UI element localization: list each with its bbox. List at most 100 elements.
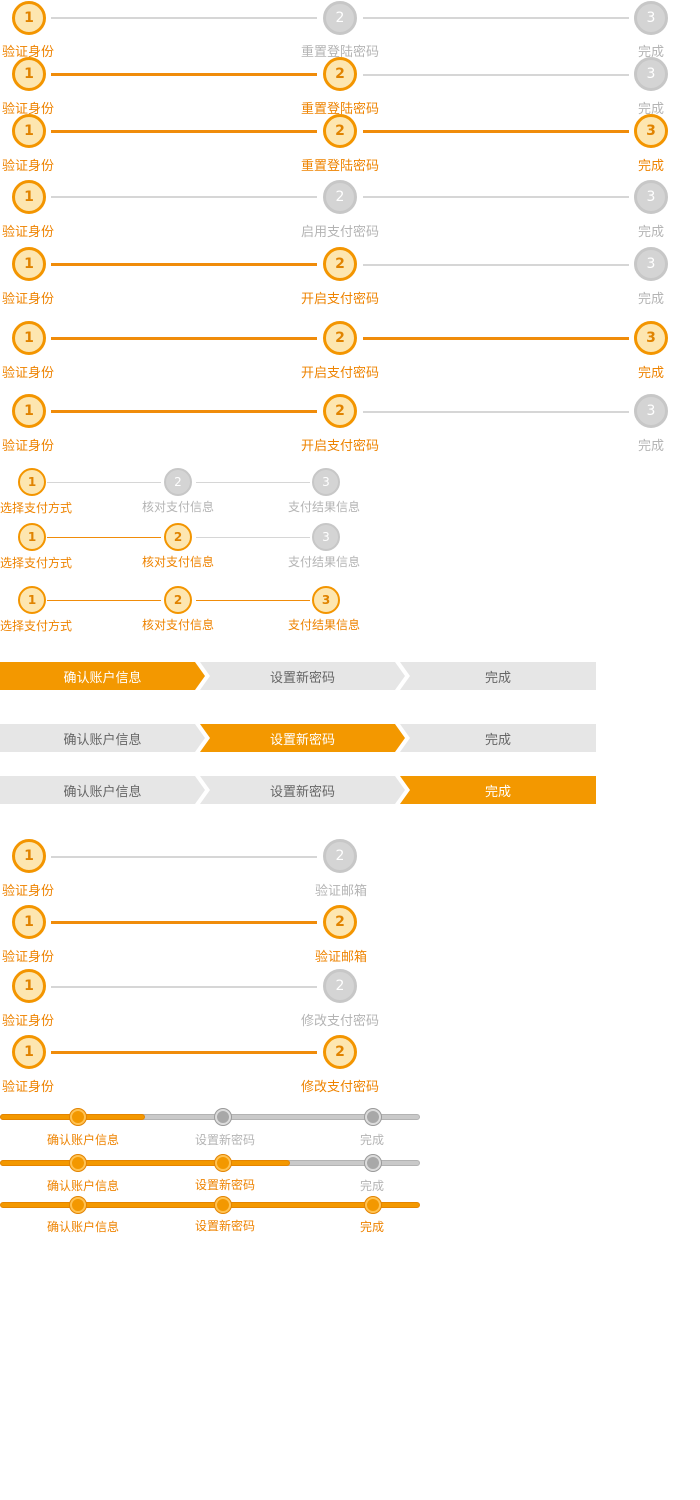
- step-label-2: 开启支付密码: [300, 439, 380, 454]
- step-label-1: 选择支付方式: [0, 619, 73, 633]
- step-circle-1: 1: [12, 180, 46, 214]
- progress-line: [196, 600, 310, 601]
- step-label-2: 设置新密码: [194, 1219, 256, 1233]
- step-label-2: 重置登陆密码: [300, 102, 380, 117]
- step-label-3: 完成: [359, 1133, 385, 1147]
- step-label-3: 完成: [359, 1220, 385, 1234]
- slider-fill: [0, 1202, 420, 1208]
- progress-line: [363, 74, 629, 76]
- step-circle-2: 2: [323, 247, 357, 281]
- step-circle-3: 3: [634, 180, 668, 214]
- progress-line: [363, 337, 629, 340]
- step-label-2: 开启支付密码: [300, 292, 380, 307]
- step-label-2: 设置新密码: [194, 1133, 256, 1147]
- step-label-2: 验证邮箱: [314, 950, 368, 965]
- progress-line: [196, 482, 310, 483]
- step-label-1: 验证身份: [1, 45, 55, 60]
- step-label-2: 核对支付信息: [141, 618, 215, 632]
- step-circle-1: 1: [18, 523, 46, 551]
- step-circle-1: 1: [12, 839, 46, 873]
- step-label-2: 设置新密码: [194, 1178, 256, 1192]
- step-label-1: 验证身份: [1, 102, 55, 117]
- arrow-step-1: 确认账户信息: [0, 662, 205, 690]
- step-circle-1: 1: [18, 586, 46, 614]
- arrow-step-3: 完成: [400, 724, 596, 752]
- arrow-step-1: 确认账户信息: [0, 724, 205, 752]
- step-circle-3: 3: [634, 114, 668, 148]
- step-label-2: 修改支付密码: [300, 1080, 380, 1095]
- step-circle-1: 1: [12, 114, 46, 148]
- arrow-step-3: 完成: [400, 776, 596, 804]
- step-label-2: 启用支付密码: [300, 225, 380, 240]
- step-label-2: 修改支付密码: [300, 1014, 380, 1029]
- step-circle-3: 3: [312, 523, 340, 551]
- step-circle-3: 3: [634, 394, 668, 428]
- step-label-1: 验证身份: [1, 884, 55, 899]
- step-circle-1: 1: [12, 905, 46, 939]
- step-label-3: 完成: [637, 292, 665, 307]
- step-label-3: 完成: [637, 366, 665, 381]
- step-circle-1: 1: [12, 57, 46, 91]
- step-circle-2: 2: [323, 1035, 357, 1069]
- arrow-step-3: 完成: [400, 662, 596, 690]
- step-label-2: 重置登陆密码: [300, 45, 380, 60]
- step-label-1: 确认账户信息: [46, 1179, 120, 1193]
- step-label-1: 验证身份: [1, 292, 55, 307]
- step-circle-1: 1: [18, 468, 46, 496]
- slider-knob-1: [70, 1197, 86, 1213]
- step-circle-2: 2: [323, 905, 357, 939]
- progress-line: [47, 482, 161, 483]
- slider-knob-3: [365, 1155, 381, 1171]
- slider-knob-3: [365, 1197, 381, 1213]
- step-circle-1: 1: [12, 394, 46, 428]
- step-circle-1: 1: [12, 247, 46, 281]
- step-label-1: 验证身份: [1, 439, 55, 454]
- step-label-1: 验证身份: [1, 366, 55, 381]
- step-label-1: 确认账户信息: [46, 1133, 120, 1147]
- step-circle-2: 2: [323, 57, 357, 91]
- step-label-3: 完成: [637, 45, 665, 60]
- step-circle-2: 2: [164, 586, 192, 614]
- progress-line: [51, 921, 317, 924]
- step-label-1: 选择支付方式: [0, 501, 73, 515]
- step-label-1: 选择支付方式: [0, 556, 73, 570]
- progress-line: [47, 537, 161, 538]
- slider-knob-1: [70, 1155, 86, 1171]
- step-label-2: 核对支付信息: [141, 555, 215, 569]
- progress-line: [51, 856, 317, 858]
- step-circle-2: 2: [323, 969, 357, 1003]
- step-circle-3: 3: [634, 57, 668, 91]
- step-circle-1: 1: [12, 1, 46, 35]
- progress-line: [51, 130, 317, 133]
- progress-line: [51, 410, 317, 413]
- step-label-1: 确认账户信息: [46, 1220, 120, 1234]
- arrow-step-2: 设置新密码: [200, 724, 405, 752]
- step-circle-3: 3: [312, 586, 340, 614]
- step-label-3: 完成: [637, 439, 665, 454]
- arrow-step-2: 设置新密码: [200, 662, 405, 690]
- step-circle-2: 2: [164, 523, 192, 551]
- slider-knob-3: [365, 1109, 381, 1125]
- step-circle-1: 1: [12, 321, 46, 355]
- progress-line: [363, 17, 629, 19]
- arrow-step-2: 设置新密码: [200, 776, 405, 804]
- slider-fill: [0, 1160, 290, 1166]
- step-label-3: 完成: [637, 159, 665, 174]
- step-circle-3: 3: [634, 321, 668, 355]
- step-label-2: 验证邮箱: [314, 884, 368, 899]
- progress-line: [51, 196, 317, 198]
- slider-knob-2: [215, 1197, 231, 1213]
- slider-knob-2: [215, 1109, 231, 1125]
- progress-line: [51, 337, 317, 340]
- step-circle-2: 2: [323, 321, 357, 355]
- step-label-1: 验证身份: [1, 1014, 55, 1029]
- step-label-3: 支付结果信息: [287, 500, 361, 514]
- step-circle-3: 3: [312, 468, 340, 496]
- step-label-2: 开启支付密码: [300, 366, 380, 381]
- step-circle-2: 2: [323, 180, 357, 214]
- progress-line: [51, 73, 317, 76]
- step-circle-1: 1: [12, 1035, 46, 1069]
- progress-line: [47, 600, 161, 601]
- step-label-3: 支付结果信息: [287, 618, 361, 632]
- step-circle-2: 2: [323, 394, 357, 428]
